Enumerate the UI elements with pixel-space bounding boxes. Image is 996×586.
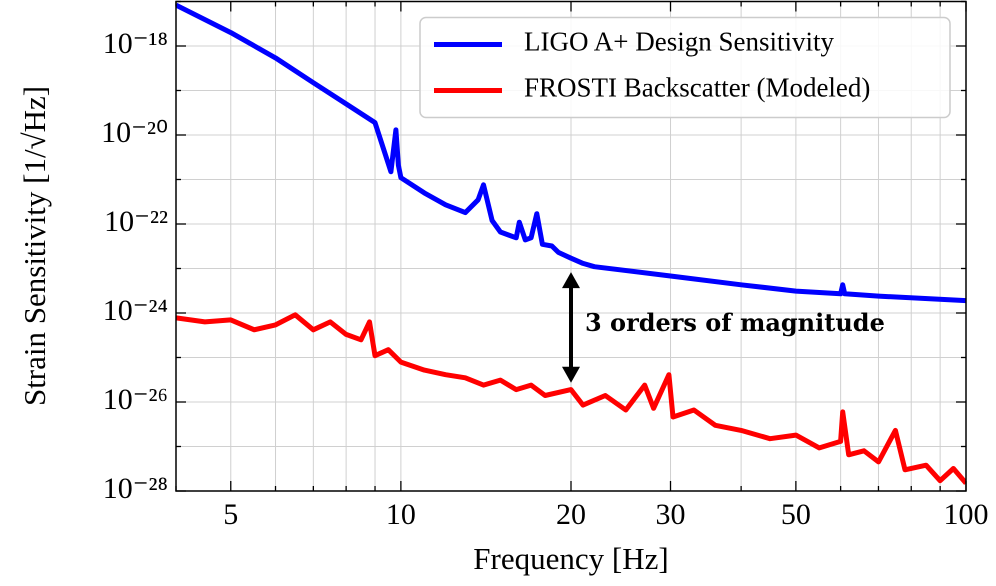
y-tick-label: 10⁻²⁶ [103, 383, 168, 416]
legend-label: FROSTI Backscatter (Modeled) [524, 73, 870, 103]
y-tick-label: 10⁻²⁰ [101, 116, 168, 149]
arrow-head [562, 366, 580, 383]
x-tick-label: 10 [386, 498, 416, 531]
y-tick-label: 10⁻²⁴ [103, 294, 168, 327]
x-tick-label: 5 [223, 498, 238, 531]
x-axis-label: Frequency [Hz] [473, 541, 668, 576]
y-tick-label: 10⁻²² [104, 205, 168, 238]
x-tick-label: 50 [781, 498, 811, 531]
x-tick-label: 20 [556, 498, 586, 531]
y-axis-label: Strain Sensitivity [1/√Hz] [17, 86, 52, 406]
legend-box [419, 16, 951, 119]
x-tick-label: 30 [656, 498, 686, 531]
series-line [176, 312, 966, 485]
annotation-text: 3 orders of magnitude [585, 308, 885, 337]
plot-area [176, 2, 966, 485]
x-tick-label: 100 [944, 498, 989, 531]
y-tick-label: 10⁻¹⁸ [103, 27, 168, 60]
y-tick-label: 10⁻²⁸ [103, 472, 168, 505]
arrow-head [562, 272, 580, 289]
legend-label: LIGO A+ Design Sensitivity [524, 27, 834, 57]
series-line [176, 2, 966, 304]
